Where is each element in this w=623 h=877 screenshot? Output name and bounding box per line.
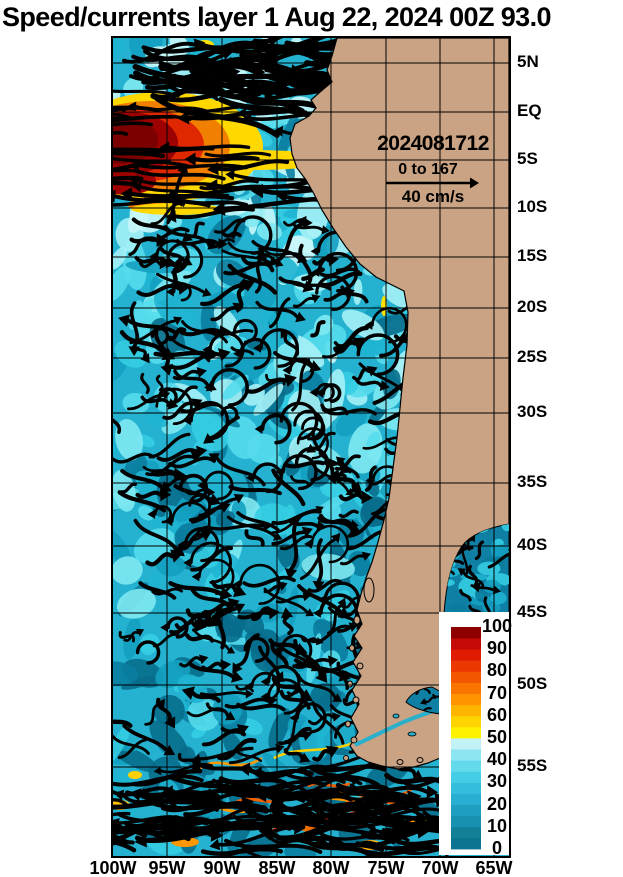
colorbar-tick-label-20: 20 (486, 793, 508, 814)
longitude-label-85W: 85W (258, 858, 296, 877)
colorbar-tick-label-90: 90 (486, 638, 508, 659)
colorbar-tick-label-80: 80 (486, 660, 508, 681)
scale-arrow-icon (386, 177, 479, 189)
latitude-label-10S: 10S (517, 197, 548, 216)
latitude-label-35S: 35S (517, 472, 548, 491)
speed-range-label: 0 to 167 (398, 161, 458, 178)
colorbar-tick-label-0: 0 (491, 838, 502, 858)
latitude-label-5S: 5S (517, 149, 538, 168)
colorbar-tick-label-100: 100 (481, 616, 513, 636)
colorbar-tick-label-40: 40 (486, 749, 508, 770)
latitude-label-45S: 45S (517, 602, 548, 621)
longitude-label-100W: 100W (89, 858, 137, 877)
colorbar-tick-label-60: 60 (486, 704, 508, 725)
latitude-label-30S: 30S (517, 402, 548, 421)
longitude-label-75W: 75W (367, 858, 405, 877)
latitude-label-50S: 50S (517, 674, 548, 693)
longitude-label-95W: 95W (148, 858, 186, 877)
longitude-label-65W: 65W (475, 858, 513, 877)
latitude-label-5N: 5N (517, 52, 539, 71)
latitude-label-25S: 25S (517, 347, 548, 366)
run-timestamp-label: 2024081712 (377, 132, 489, 155)
latitude-label-EQ: EQ (517, 101, 542, 120)
colorbar-tick-label-30: 30 (486, 771, 508, 792)
latitude-label-20S: 20S (517, 297, 548, 316)
latitude-label-55S: 55S (517, 756, 548, 775)
colorbar (451, 627, 481, 850)
longitude-label-80W: 80W (312, 858, 350, 877)
map-border (111, 36, 511, 858)
longitude-label-70W: 70W (421, 858, 459, 877)
colorbar-tick-label-50: 50 (486, 727, 508, 747)
longitude-label-90W: 90W (203, 858, 241, 877)
colorbar-tick-label-70: 70 (486, 682, 508, 703)
colorbar-tick-label-10: 10 (486, 815, 508, 836)
speed-scale-label: 40 cm/s (401, 187, 465, 206)
figure-title: Speed/currents layer 1 Aug 22, 2024 00Z … (2, 2, 552, 32)
latitude-label-15S: 15S (517, 246, 548, 265)
latitude-label-40S: 40S (517, 535, 548, 554)
